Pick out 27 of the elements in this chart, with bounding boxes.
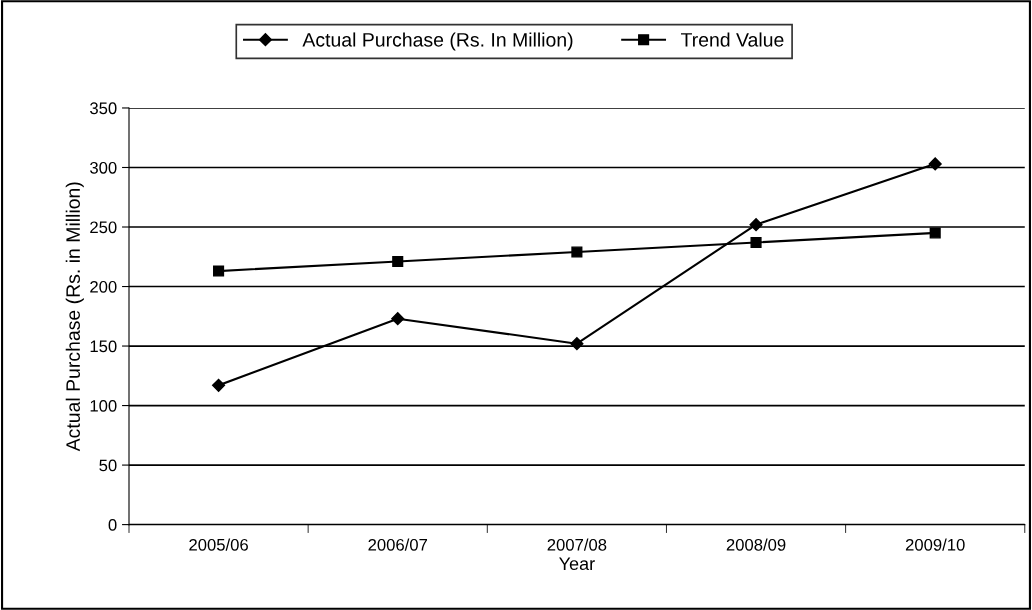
point	[213, 265, 225, 277]
point	[571, 246, 583, 258]
legend-label: Trend Value	[680, 32, 784, 47]
x-tick-label: 2007/08	[547, 538, 607, 551]
point	[928, 157, 942, 171]
point	[750, 236, 762, 249]
point	[570, 337, 584, 351]
point	[929, 227, 941, 239]
y-tick-label: 300	[90, 161, 117, 174]
y-axis-title: Actual Purchase (Rs. in Million)	[65, 182, 84, 452]
y-tick-label: 50	[99, 459, 117, 472]
x-tick-label: 2005/06	[189, 538, 248, 551]
legend-label: Actual Purchase (Rs. In Million)	[302, 32, 573, 51]
point	[391, 312, 405, 326]
x-tick-label: 2009/10	[905, 538, 965, 551]
y-tick-label: 250	[90, 221, 117, 234]
y-tick-label: 0	[108, 519, 117, 531]
y-tick-label: 200	[90, 280, 117, 293]
y-tick-label: 100	[90, 399, 117, 412]
point	[211, 378, 226, 392]
y-tick-label: 150	[90, 340, 117, 353]
point	[749, 218, 763, 232]
x-tick-label: 2006/07	[368, 538, 428, 551]
x-tick-label: 2008/09	[726, 538, 786, 551]
point	[392, 255, 404, 268]
y-tick-label: 350	[90, 102, 117, 115]
x-axis-title: Year	[559, 557, 595, 571]
